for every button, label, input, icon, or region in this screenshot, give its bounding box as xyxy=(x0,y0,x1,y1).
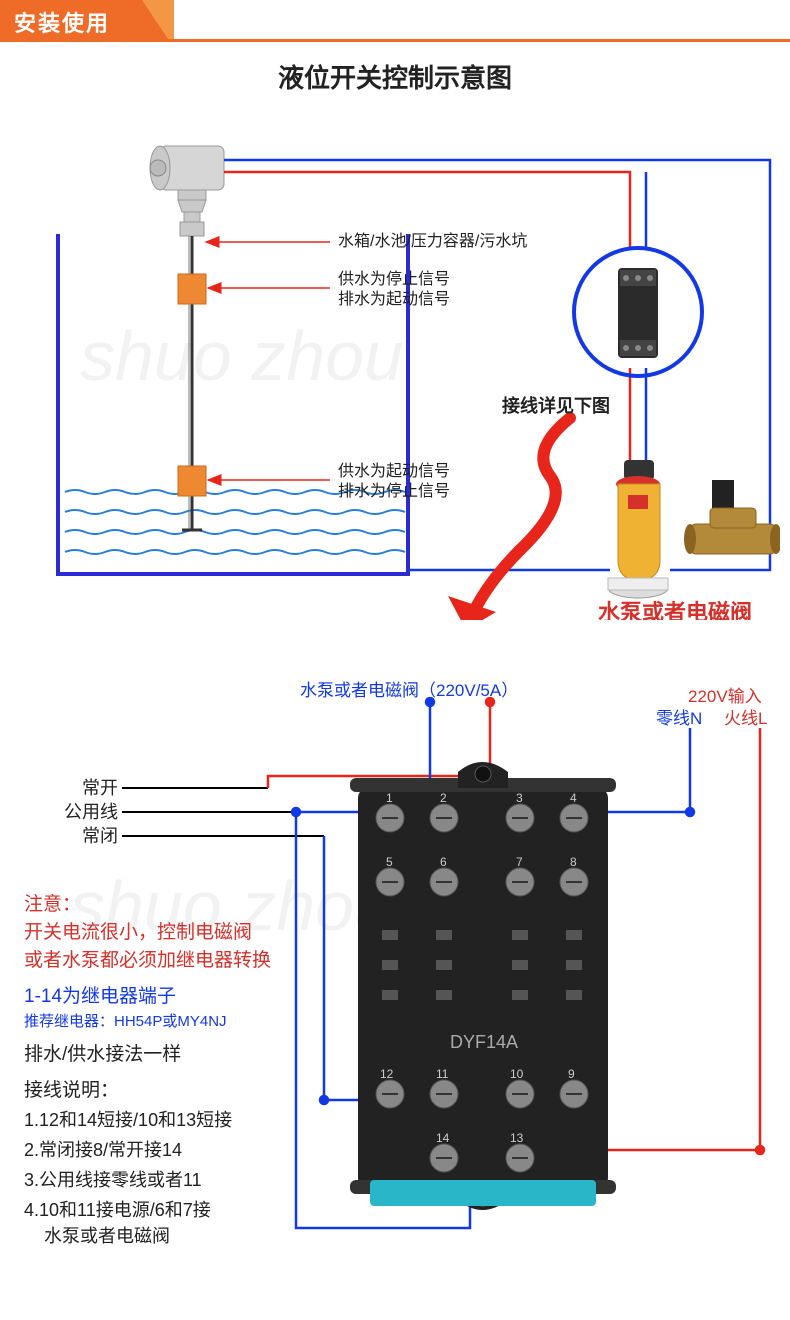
arrow-head xyxy=(448,596,496,620)
notes-line1: 开关电流很小，控制电磁阀 xyxy=(24,921,252,943)
label-high-1: 供水为停止信号 xyxy=(338,270,450,288)
same-label: 排水/供水接法一样 xyxy=(24,1043,181,1065)
float-low xyxy=(178,466,206,496)
header-title: 安装使用 xyxy=(14,6,110,38)
label-low-1: 供水为起动信号 xyxy=(338,462,450,480)
recommend-label: 推荐继电器：HH54P或MY4NJ xyxy=(24,1013,227,1030)
header-banner: 安装使用 xyxy=(0,0,790,42)
label-low-2: 排水为停止信号 xyxy=(338,482,450,500)
svg-text:12: 12 xyxy=(380,1067,394,1081)
label-nc: 常开 xyxy=(82,778,118,798)
svg-text:4: 4 xyxy=(570,791,577,805)
terminals-label: 1-14为继电器端子 xyxy=(24,985,176,1007)
svg-text:1: 1 xyxy=(386,791,393,805)
label-see-below: 接线详见下图 xyxy=(502,395,610,416)
wiring-title: 接线说明： xyxy=(24,1079,119,1101)
wiring-1: 1.12和14短接/10和13短接 xyxy=(24,1110,232,1130)
svg-text:8: 8 xyxy=(570,855,577,869)
page-title: 液位开关控制示意图 xyxy=(0,58,790,95)
wiring-3: 3.公用线接零线或者11 xyxy=(24,1170,202,1190)
tank-schematic: shuo zhou xyxy=(10,120,780,620)
wiring-2: 2.常闭接8/常开接14 xyxy=(24,1140,182,1160)
svg-text:7: 7 xyxy=(516,855,523,869)
svg-text:DYF14A: DYF14A xyxy=(450,1032,518,1052)
svg-text:3: 3 xyxy=(516,791,523,805)
relay-socket: 1234 5678 1211109 1413 DYF14A xyxy=(350,762,616,1210)
relay-mini xyxy=(618,268,658,358)
valve-icon xyxy=(684,480,780,554)
label-tank: 水箱/水池/压力容器/污水坑 xyxy=(338,232,527,250)
label-no: 常闭 xyxy=(82,826,118,846)
wiring-detail: shuo zhou 水泵或者电磁阀（220V/5A） 220V输入 零线N 火线… xyxy=(10,680,780,1260)
label-live: 火线L xyxy=(724,709,767,728)
label-220v-input: 220V输入 xyxy=(688,687,762,706)
label-pump-valve: 水泵或者电磁阀 xyxy=(598,600,752,620)
watermark: shuo zhou xyxy=(80,317,403,395)
svg-text:6: 6 xyxy=(440,855,447,869)
svg-text:10: 10 xyxy=(510,1067,524,1081)
wiring-4a: 4.10和11接电源/6和7接 xyxy=(24,1200,211,1220)
notes-line2: 或者水泵都必须加继电器转换 xyxy=(24,949,271,971)
sensor-head xyxy=(150,146,224,236)
notes-title: 注意： xyxy=(24,893,81,915)
wiring-4b: 水泵或者电磁阀 xyxy=(44,1226,170,1246)
svg-text:5: 5 xyxy=(386,855,393,869)
label-pump-valve-220: 水泵或者电磁阀（220V/5A） xyxy=(300,681,518,700)
label-high-2: 排水为起动信号 xyxy=(338,290,450,308)
svg-text:9: 9 xyxy=(568,1067,575,1081)
float-high xyxy=(178,274,206,304)
label-neutral: 零线N xyxy=(656,709,702,728)
svg-text:14: 14 xyxy=(436,1131,450,1145)
label-com: 公用线 xyxy=(64,802,118,822)
pump-icon xyxy=(608,460,668,598)
svg-text:11: 11 xyxy=(436,1067,449,1081)
arrow-squiggle xyxy=(466,418,570,620)
svg-text:2: 2 xyxy=(440,791,447,805)
svg-text:13: 13 xyxy=(510,1131,524,1145)
